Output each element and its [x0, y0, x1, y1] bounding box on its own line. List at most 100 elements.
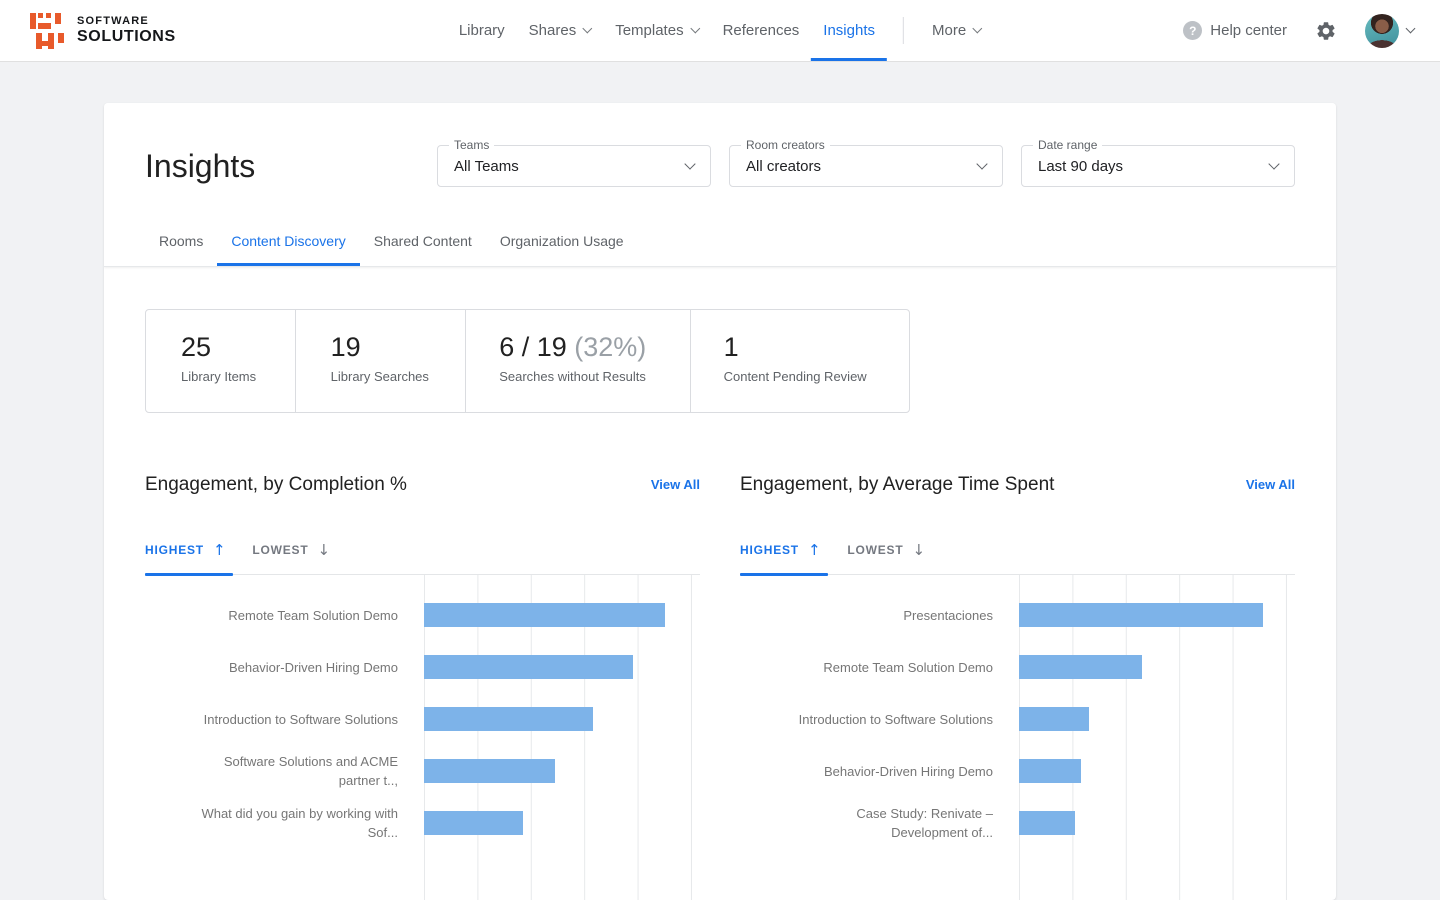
nav-item-more[interactable]: More	[920, 0, 993, 61]
tab-shared-content[interactable]: Shared Content	[373, 233, 472, 249]
tab-rooms[interactable]: Rooms	[159, 233, 204, 249]
nav-item-label: Shares	[528, 22, 577, 39]
stat-label: Searches without Results	[499, 369, 646, 384]
chart-row: Behavior-Driven Hiring Demo	[740, 745, 1295, 797]
stat-label: Library Searches	[330, 369, 429, 384]
bar	[424, 811, 524, 835]
bar-label: Introduction to Software Solutions	[203, 711, 398, 727]
sort-highest-label: HIGHEST	[145, 543, 204, 557]
arrow-down-icon: ↓	[912, 541, 926, 559]
chart-gridlines	[1019, 575, 1287, 900]
stat-value: 6 / 19 (32%)	[499, 331, 689, 363]
stats-summary: 25 Library Items 19 Library Searches 6 /…	[145, 309, 910, 413]
chevron-down-icon	[582, 23, 593, 34]
content-discovery-panel: 25 Library Items 19 Library Searches 6 /…	[104, 309, 1336, 900]
stat-searches-without-results: 6 / 19 (32%) Searches without Results	[465, 310, 689, 412]
bar-label: Behavior-Driven Hiring Demo	[228, 659, 398, 675]
nav-item-templates[interactable]: Templates	[603, 0, 710, 61]
chevron-down-icon	[1268, 158, 1280, 170]
nav-item-label: References	[722, 22, 800, 39]
primary-nav: Library Shares Templates References Insi…	[447, 0, 993, 61]
sort-lowest-button[interactable]: LOWEST ↓	[847, 541, 926, 559]
chevron-down-icon	[1405, 23, 1416, 34]
arrow-down-icon: ↓	[317, 541, 331, 559]
bar-track	[1019, 759, 1287, 783]
help-center-button[interactable]: ? Help center	[1183, 21, 1287, 40]
nav-item-label: More	[932, 22, 967, 39]
bar-track	[1019, 811, 1287, 835]
bar	[1019, 655, 1143, 679]
logo-icon	[30, 12, 64, 49]
bar-label: Remote Team Solution Demo	[823, 659, 993, 675]
insights-tabs: Rooms Content Discovery Shared Content O…	[145, 219, 1295, 266]
bar-chart: Remote Team Solution Demo Behavior-Drive…	[145, 575, 700, 900]
teams-select-label: Teams	[449, 138, 495, 152]
nav-item-label: Insights	[823, 22, 875, 39]
bar-label: Presentaciones	[903, 607, 993, 623]
chart-gridlines	[424, 575, 692, 900]
brand-name: SOFTWARE SOLUTIONS	[77, 16, 176, 45]
sort-lowest-button[interactable]: LOWEST ↓	[252, 541, 331, 559]
bar-track	[424, 811, 692, 835]
tab-content-discovery[interactable]: Content Discovery	[217, 219, 360, 266]
sort-highest-button[interactable]: HIGHEST ↑	[145, 541, 226, 559]
nav-item-references[interactable]: References	[711, 0, 812, 61]
gear-icon	[1317, 21, 1335, 40]
stat-label: Content Pending Review	[723, 369, 867, 384]
chart-row: Behavior-Driven Hiring Demo	[145, 641, 700, 693]
brand-logo[interactable]: SOFTWARE SOLUTIONS	[28, 11, 176, 51]
brand-name-line2: SOLUTIONS	[77, 28, 176, 45]
bar-track	[424, 707, 692, 731]
nav-item-label: Templates	[615, 22, 684, 39]
bar-label: Behavior-Driven Hiring Demo	[823, 763, 993, 779]
bar	[424, 603, 666, 627]
bar-label: Remote Team Solution Demo	[228, 607, 398, 623]
stat-library-items: 25 Library Items	[146, 310, 295, 412]
nav-item-insights[interactable]: Insights	[811, 0, 887, 61]
sort-highest-button[interactable]: HIGHEST ↑	[740, 541, 821, 559]
nav-right-group: ? Help center	[1183, 13, 1416, 48]
chevron-down-icon	[976, 158, 988, 170]
view-all-link[interactable]: View All	[1245, 477, 1295, 492]
bar-label: Case Study: Renivate – Development of...	[856, 806, 993, 840]
view-all-link[interactable]: View All	[650, 477, 700, 492]
top-nav: SOFTWARE SOLUTIONS Library Shares Templa…	[0, 0, 1440, 62]
insights-header: Insights Teams All Teams Room creators A…	[104, 103, 1336, 267]
bar	[1019, 707, 1089, 731]
sort-lowest-label: LOWEST	[252, 543, 309, 557]
stat-value-main: 6 / 19	[499, 332, 567, 362]
teams-select-value: All Teams	[454, 157, 519, 175]
bar	[424, 707, 593, 731]
stat-label: Library Items	[181, 369, 257, 384]
bar-chart: Presentaciones Remote Team Solution Demo…	[740, 575, 1295, 900]
user-menu[interactable]	[1365, 13, 1416, 48]
room-creators-select-value: All creators	[746, 157, 822, 175]
stat-value-secondary: (32%)	[574, 332, 647, 362]
stat-content-pending-review: 1 Content Pending Review	[689, 310, 909, 412]
chart-row: Remote Team Solution Demo	[740, 641, 1295, 693]
nav-item-label: Library	[458, 22, 505, 39]
settings-button[interactable]	[1315, 20, 1337, 42]
teams-select[interactable]: Teams All Teams	[437, 138, 711, 187]
chart-title: Engagement, by Average Time Spent	[740, 474, 1055, 495]
room-creators-select-label: Room creators	[741, 138, 830, 152]
chart-row: Remote Team Solution Demo	[145, 589, 700, 641]
tab-organization-usage[interactable]: Organization Usage	[499, 233, 624, 249]
bar-track	[424, 603, 692, 627]
stat-value: 25	[181, 332, 212, 362]
brand-name-line1: SOFTWARE	[77, 15, 149, 27]
chart-row: Introduction to Software Solutions	[740, 693, 1295, 745]
chart-row: Presentaciones	[740, 589, 1295, 641]
nav-item-shares[interactable]: Shares	[517, 0, 604, 61]
chart-row: Case Study: Renivate – Development of...	[740, 797, 1295, 849]
nav-item-library[interactable]: Library	[447, 0, 517, 61]
room-creators-select[interactable]: Room creators All creators	[729, 138, 1003, 187]
bar-track	[1019, 655, 1287, 679]
stat-library-searches: 19 Library Searches	[294, 310, 466, 412]
active-sort-underline	[740, 573, 828, 576]
chart-row: Introduction to Software Solutions	[145, 693, 700, 745]
chevron-down-icon	[972, 23, 983, 34]
sort-toggle: HIGHEST ↑ LOWEST ↓	[145, 541, 700, 576]
bar-track	[424, 655, 692, 679]
date-range-select[interactable]: Date range Last 90 days	[1021, 138, 1295, 187]
